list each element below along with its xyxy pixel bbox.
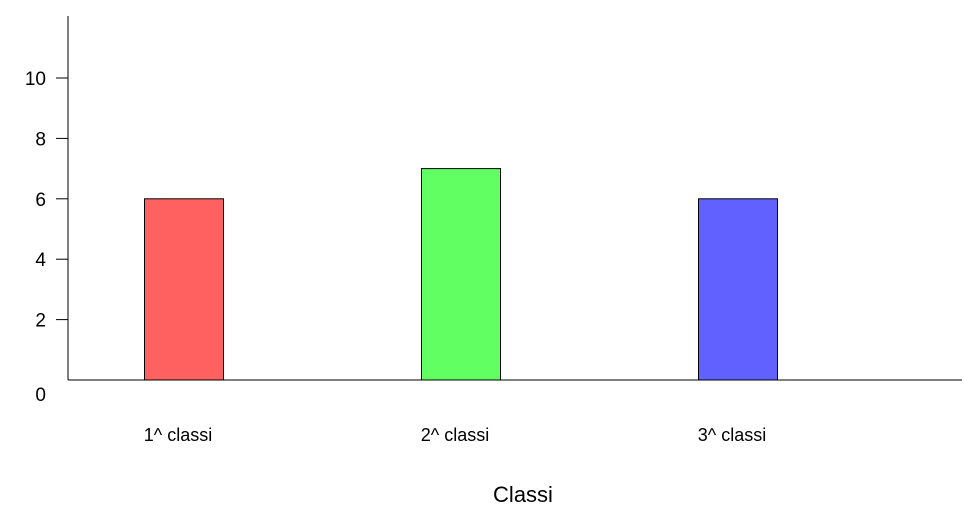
y-tick-label: 0 <box>35 385 46 406</box>
bar-3 <box>698 198 778 381</box>
y-tick-label: 8 <box>35 129 46 150</box>
bar-1 <box>144 198 224 381</box>
bar-2 <box>421 168 501 381</box>
x-category-label: 1^ classi <box>144 425 212 445</box>
x-category-label: 2^ classi <box>421 425 489 445</box>
y-tick-label: 6 <box>35 190 46 211</box>
y-ticks: 0 2 4 6 8 10 <box>25 69 68 406</box>
x-category-labels: 1^ classi 2^ classi 3^ classi <box>144 425 766 445</box>
y-tick-label: 2 <box>35 311 46 332</box>
x-axis-title: Classi <box>493 482 553 505</box>
bars <box>144 168 778 381</box>
x-category-label: 3^ classi <box>698 425 766 445</box>
y-tick-label: 4 <box>35 250 46 271</box>
y-tick-label: 10 <box>25 69 46 90</box>
